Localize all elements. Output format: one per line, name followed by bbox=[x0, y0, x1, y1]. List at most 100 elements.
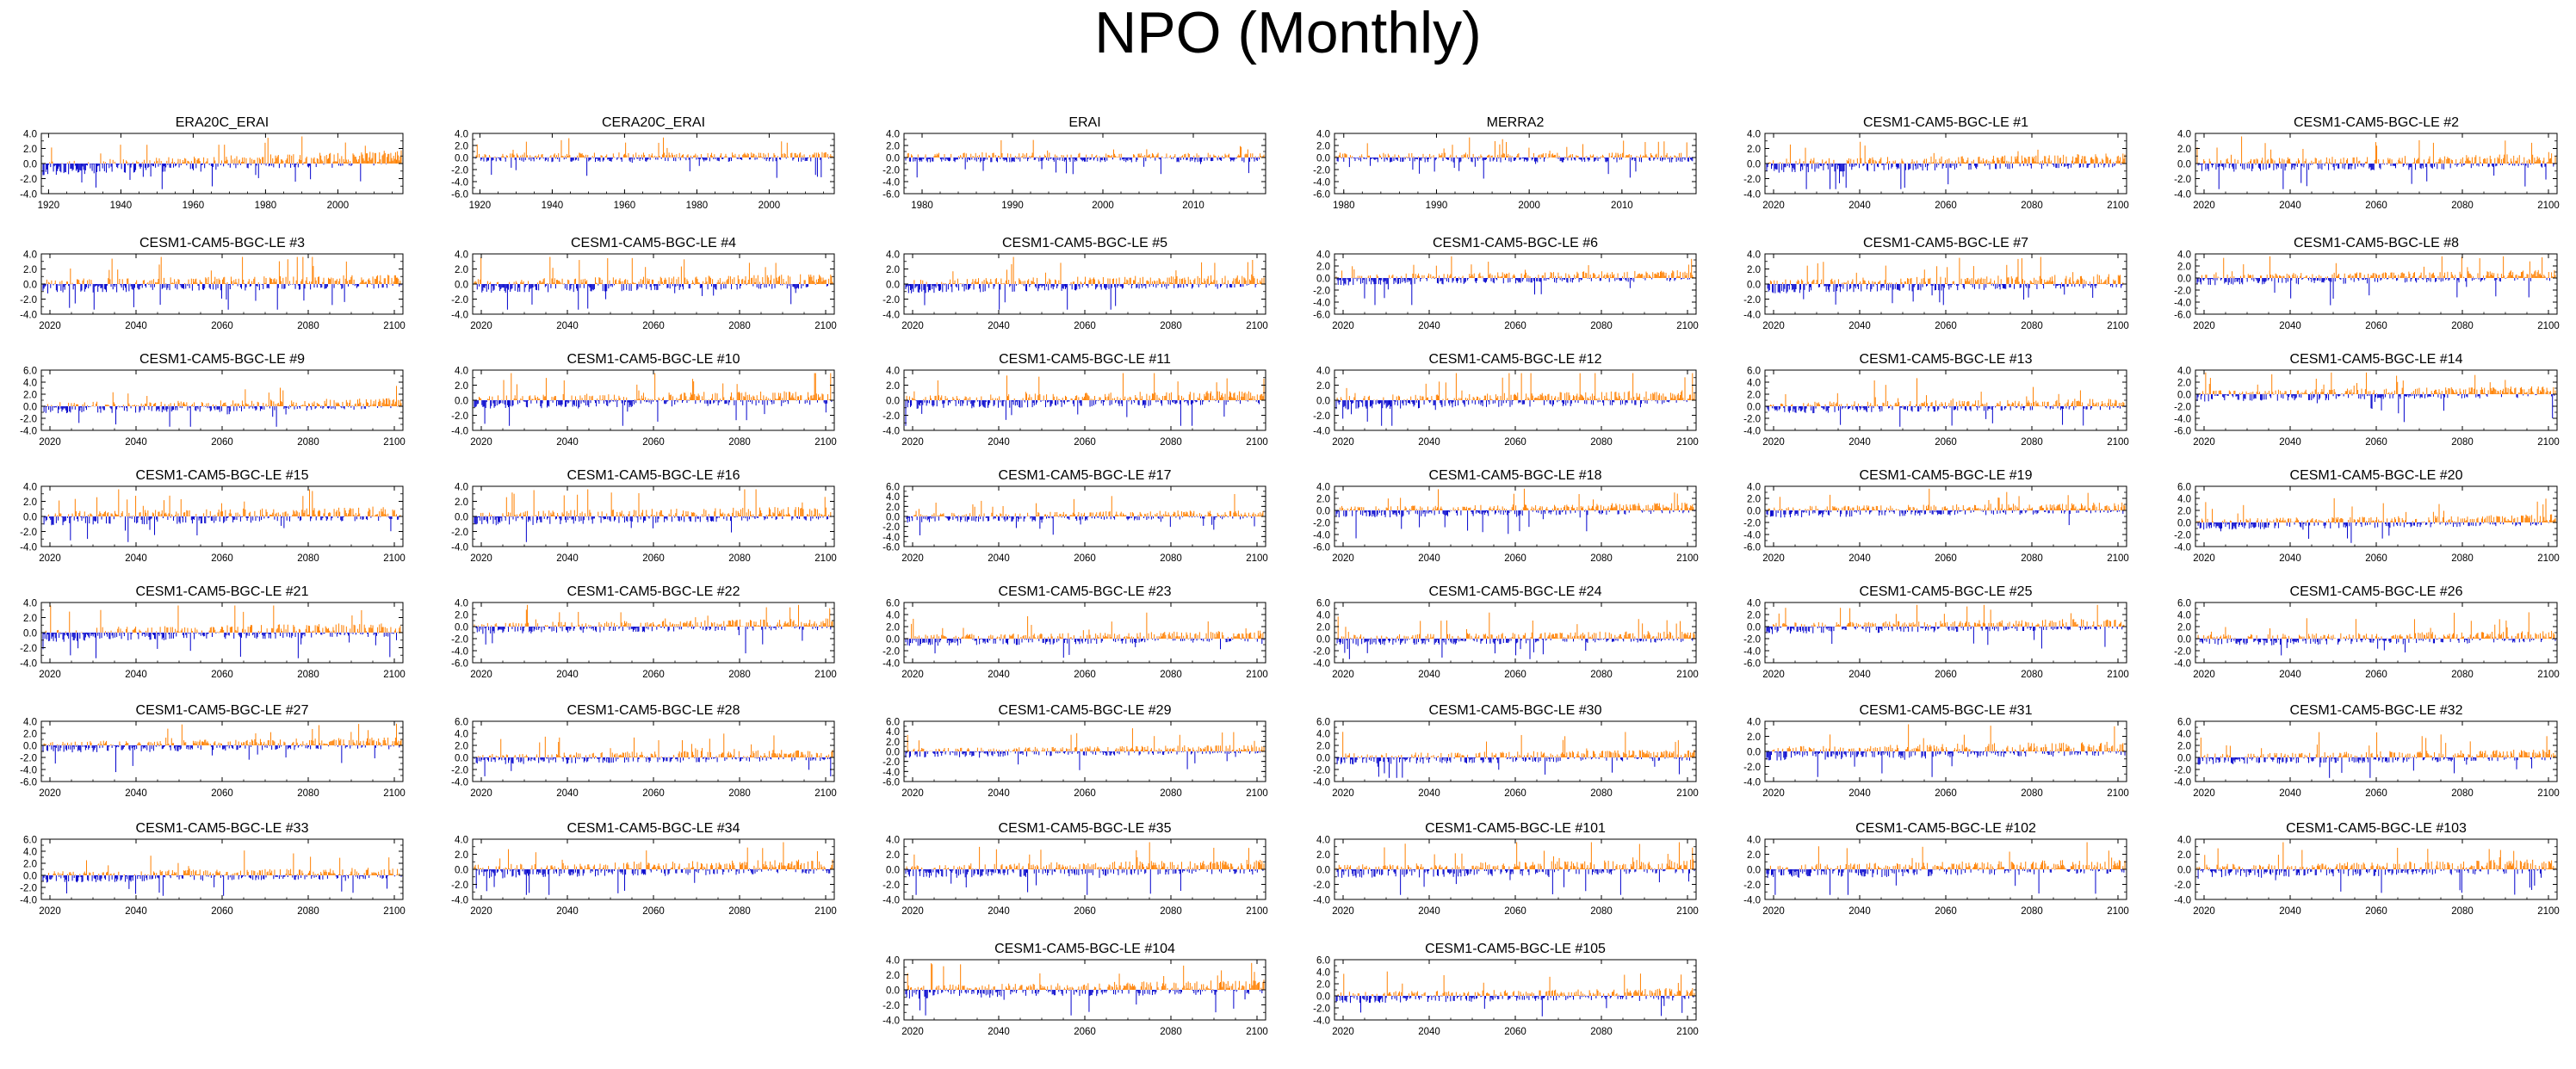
x-tick-label: 2020 bbox=[901, 321, 924, 331]
y-tick-label: -4.0 bbox=[882, 178, 900, 188]
y-tick-label: -6.0 bbox=[1313, 190, 1330, 201]
x-tick-label: 1940 bbox=[542, 201, 564, 211]
x-tick-label: 1980 bbox=[911, 201, 933, 211]
y-tick-label: 4.0 bbox=[23, 250, 37, 261]
x-tick-label: 2100 bbox=[2107, 321, 2129, 331]
panel: CESM1-CAM5-BGC-LE #5 4.0 2.0 0.0 -2.0 -4.0202… bbox=[882, 236, 1268, 331]
x-tick-label: 2060 bbox=[2365, 201, 2387, 211]
panel-title: CESM1-CAM5-BGC-LE #1 bbox=[1863, 115, 2028, 130]
x-tick-label: 1990 bbox=[1426, 201, 1448, 211]
x-tick-label: 2000 bbox=[759, 201, 781, 211]
x-tick-label: 1960 bbox=[614, 201, 636, 211]
panel: CESM1-CAM5-BGC-LE #2 4.0 2.0 0.0 -2.0 -4.0202… bbox=[2174, 115, 2560, 211]
y-tick-label: -4.0 bbox=[1743, 311, 1761, 321]
y-tick-label: -2.0 bbox=[20, 175, 37, 185]
panel-title: CESM1-CAM5-BGC-LE #8 bbox=[2294, 236, 2459, 250]
x-tick-label: 1920 bbox=[469, 201, 492, 211]
bar-series bbox=[42, 256, 402, 310]
x-tick-label: 2020 bbox=[2193, 201, 2215, 211]
x-tick-label: 1960 bbox=[183, 201, 205, 211]
y-tick-label: -4.0 bbox=[20, 311, 37, 321]
page-title: NPO (Monthly) bbox=[0, 0, 2576, 65]
x-tick-label: 2020 bbox=[1762, 321, 1785, 331]
bar-series bbox=[1766, 256, 2126, 306]
x-tick-label: 1920 bbox=[38, 201, 60, 211]
x-tick-label: 2020 bbox=[1762, 201, 1785, 211]
x-tick-label: 2060 bbox=[1935, 321, 1957, 331]
x-tick-label: 1980 bbox=[686, 201, 709, 211]
y-tick-label: -2.0 bbox=[1743, 175, 1761, 185]
y-tick-label: 2.0 bbox=[455, 265, 468, 275]
x-tick-label: 2100 bbox=[1246, 321, 1268, 331]
x-tick-label: 2060 bbox=[1935, 201, 1957, 211]
y-tick-label: 0.0 bbox=[1316, 154, 1330, 164]
x-tick-label: 2080 bbox=[728, 321, 751, 331]
y-tick-label: -6.0 bbox=[451, 190, 468, 201]
bar-series bbox=[905, 256, 1265, 310]
x-tick-label: 2000 bbox=[1518, 201, 1540, 211]
y-tick-label: 4.0 bbox=[886, 250, 900, 261]
x-tick-label: 2060 bbox=[642, 321, 665, 331]
x-tick-label: 1980 bbox=[255, 201, 277, 211]
panel-title: MERRA2 bbox=[1487, 115, 1545, 130]
y-tick-label: 0.0 bbox=[1747, 160, 1761, 170]
y-tick-label: 4.0 bbox=[455, 130, 468, 140]
panel: CESM1-CAM5-BGC-LE #1 4.0 2.0 0.0 -2.0 -4.0202… bbox=[1743, 115, 2129, 211]
y-tick-label: -2.0 bbox=[1743, 295, 1761, 306]
y-tick-label: 0.0 bbox=[886, 154, 900, 164]
panel: CESM1-CAM5-BGC-LE #7 4.0 2.0 0.0 -2.0 -4.0202… bbox=[1743, 236, 2129, 331]
panel-title: CERA20C_ERAI bbox=[602, 115, 705, 130]
x-tick-label: 2100 bbox=[2107, 201, 2129, 211]
x-tick-label: 2040 bbox=[1418, 321, 1440, 331]
y-tick-label: 0.0 bbox=[455, 154, 468, 164]
y-tick-label: 4.0 bbox=[2177, 130, 2191, 140]
x-tick-label: 2060 bbox=[1074, 321, 1096, 331]
y-tick-label: 0.0 bbox=[886, 281, 900, 291]
x-tick-label: 2100 bbox=[1676, 321, 1699, 331]
panel-title: ERAI bbox=[1068, 115, 1100, 130]
y-tick-label: 4.0 bbox=[1747, 250, 1761, 261]
x-tick-label: 2080 bbox=[2021, 201, 2043, 211]
panel: ERAI 4.0 2.0 0.0 -2.0 -4.0 -6.0 1980 1990 2000 201… bbox=[882, 115, 1266, 211]
bar-series bbox=[1335, 137, 1695, 179]
x-tick-label: 2020 bbox=[39, 321, 61, 331]
y-tick-label: -2.0 bbox=[451, 166, 468, 176]
plot-frame bbox=[1334, 253, 1697, 315]
x-tick-label: 2020 bbox=[1332, 321, 1354, 331]
panel-title: CESM1-CAM5-BGC-LE #2 bbox=[2294, 115, 2459, 130]
y-tick-label: -4.0 bbox=[2174, 190, 2191, 201]
x-tick-label: 2060 bbox=[1504, 321, 1526, 331]
y-tick-label: -2.0 bbox=[882, 295, 900, 306]
x-tick-label: 2100 bbox=[814, 321, 837, 331]
panel-title: CESM1-CAM5-BGC-LE #3 bbox=[139, 236, 305, 250]
y-tick-label: -4.0 bbox=[1313, 178, 1330, 188]
y-tick-label: -4.0 bbox=[451, 178, 468, 188]
y-tick-label: 2.0 bbox=[1316, 142, 1330, 152]
panel-title: CESM1-CAM5-BGC-LE #7 bbox=[1863, 236, 2028, 250]
x-tick-label: 2040 bbox=[2279, 201, 2301, 211]
y-tick-label: 2.0 bbox=[23, 265, 37, 275]
y-tick-label: -2.0 bbox=[20, 295, 37, 306]
x-tick-label: 2040 bbox=[556, 321, 579, 331]
plot-frame bbox=[903, 133, 1266, 195]
plot-frame bbox=[472, 133, 835, 195]
panel: CESM1-CAM5-BGC-LE #84.02.00.0-2.0-4.0-6.… bbox=[2174, 236, 2560, 331]
bar-series bbox=[2196, 136, 2556, 189]
y-tick-label: -4.0 bbox=[451, 311, 468, 321]
y-tick-label: 4.0 bbox=[23, 130, 37, 140]
y-tick-label: 2.0 bbox=[1316, 263, 1330, 273]
x-tick-label: 1990 bbox=[1001, 201, 1024, 211]
x-tick-label: 2100 bbox=[2537, 201, 2560, 211]
y-tick-label: 0.0 bbox=[1316, 275, 1330, 285]
y-tick-label: -2.0 bbox=[1313, 166, 1330, 176]
y-tick-label: 0.0 bbox=[2177, 160, 2191, 170]
y-tick-label: -4.0 bbox=[1743, 190, 1761, 201]
x-tick-label: 2040 bbox=[125, 321, 147, 331]
x-tick-label: 2010 bbox=[1611, 201, 1633, 211]
x-tick-label: 2060 bbox=[211, 321, 233, 331]
y-tick-label: -2.0 bbox=[882, 166, 900, 176]
y-tick-label: 2.0 bbox=[2177, 145, 2191, 155]
